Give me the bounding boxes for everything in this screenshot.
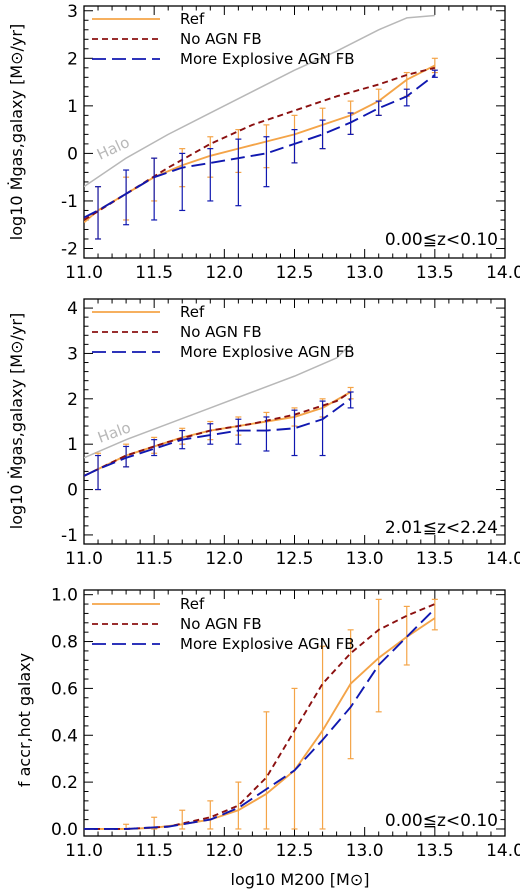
legend-label-explosive: More Explosive AGN FB [180,343,355,361]
legend: Ref No AGN FB More Explosive AGN FB [92,303,355,361]
x-tick-label: 13.0 [346,263,384,283]
y-tick-label: 4 [67,299,78,319]
x-tick-label: 14.0 [486,263,520,283]
panel-top: 11.0 11.5 12.0 12.5 13.0 13.5 14.0 -2 -1 0 1 2 3 Hal… [7,2,520,283]
x-tick-label: 12.0 [205,841,243,861]
y-tick-label: 0.6 [51,679,78,699]
series-line-ref [84,64,436,224]
x-tick-label: 11.0 [65,841,103,861]
plot-area [84,343,354,491]
x-tick-label: 11.5 [135,841,173,861]
legend-label-no-agn: No AGN FB [180,323,262,341]
y-tick-label: 3 [67,344,78,364]
legend: Ref No AGN FB More Explosive AGN FB [92,595,355,653]
y-axis-title: f accr,hot galaxy [15,653,34,787]
y-tick-label: -2 [61,239,78,259]
y-tick-label: 2 [67,49,78,69]
y-tick-label: 0 [67,481,78,501]
x-tick-label: 12.5 [276,841,314,861]
series-line-more-explosive-agn-fb [84,74,436,219]
y-tick-label: -1 [61,192,78,212]
y-tick-label: 0 [67,144,78,164]
axis-ticks: 11.0 11.5 12.0 12.5 13.0 13.5 14.0 -1 0 1 2 3 4 [61,298,520,569]
redshift-annotation: 0.00≦z<0.10 [385,811,498,831]
y-tick-label: 1 [67,435,78,455]
y-axis-title: log10 Ṁgas,galaxy [M⊙/yr] [7,313,26,529]
x-tick-label: 11.5 [135,263,173,283]
axis-ticks: 11.0 11.5 12.0 12.5 13.0 13.5 14.0 0.0 0.2 0.4 0.6… [51,586,520,861]
x-tick-label: 12.0 [205,549,243,569]
x-tick-label: 11.0 [65,549,103,569]
y-tick-label: 1 [67,97,78,117]
x-tick-label: 14.0 [486,841,520,861]
series-line-more-explosive-agn-fb [84,608,436,830]
x-tick-label: 12.0 [205,263,243,283]
x-tick-label: 14.0 [486,549,520,569]
x-tick-label: 11.5 [135,549,173,569]
plot-area [84,14,438,240]
x-tick-label: 13.5 [416,549,454,569]
y-tick-label: -1 [61,526,78,546]
legend-label-explosive: More Explosive AGN FB [180,635,355,653]
y-tick-label: 0.0 [51,820,78,840]
series-line-more-explosive-agn-fb [84,398,352,477]
x-tick-label: 13.0 [346,841,384,861]
legend-label-no-agn: No AGN FB [180,30,262,48]
y-tick-label: 0.4 [51,726,78,746]
series-line-no-agn-fb [84,391,352,477]
series-line-halo [84,343,352,459]
y-tick-label: 3 [67,2,78,22]
legend: Ref No AGN FB More Explosive AGN FB [92,10,355,68]
plot-area [84,598,438,830]
x-tick-label: 13.5 [416,841,454,861]
panel-bottom: 11.0 11.5 12.0 12.5 13.0 13.5 14.0 0.0 0.2 0.4 0.6… [15,586,520,889]
x-tick-label: 13.5 [416,263,454,283]
axis-ticks: 11.0 11.5 12.0 12.5 13.0 13.5 14.0 -2 -1 0 1 2 3 [61,2,520,283]
y-tick-label: 0.2 [51,773,78,793]
halo-label: Halo [94,133,132,164]
panel-middle: 11.0 11.5 12.0 12.5 13.0 13.5 14.0 -1 0 1 2 3 4 Halo… [7,298,520,569]
redshift-annotation: 2.01≦z<2.24 [385,518,498,538]
y-tick-label: 1.0 [51,586,78,606]
series-line-no-agn-fb [84,603,436,830]
x-tick-label: 13.0 [346,549,384,569]
y-tick-label: 2 [67,390,78,410]
legend-label-explosive: More Explosive AGN FB [180,50,355,68]
legend-label-ref: Ref [180,303,205,321]
legend-label-ref: Ref [180,595,205,613]
x-axis-title: log10 M200 [M⊙] [231,870,370,889]
legend-label-no-agn: No AGN FB [180,615,262,633]
x-tick-label: 12.5 [276,263,314,283]
x-tick-label: 11.0 [65,263,103,283]
redshift-annotation: 0.00≦z<0.10 [385,230,498,250]
series-line-halo [84,14,435,188]
x-tick-label: 12.5 [276,549,314,569]
y-tick-label: 0.8 [51,633,78,653]
legend-label-ref: Ref [180,10,205,28]
halo-label: Halo [95,418,133,446]
y-axis-title: log10 Ṁgas,galaxy [M⊙/yr] [7,24,26,240]
